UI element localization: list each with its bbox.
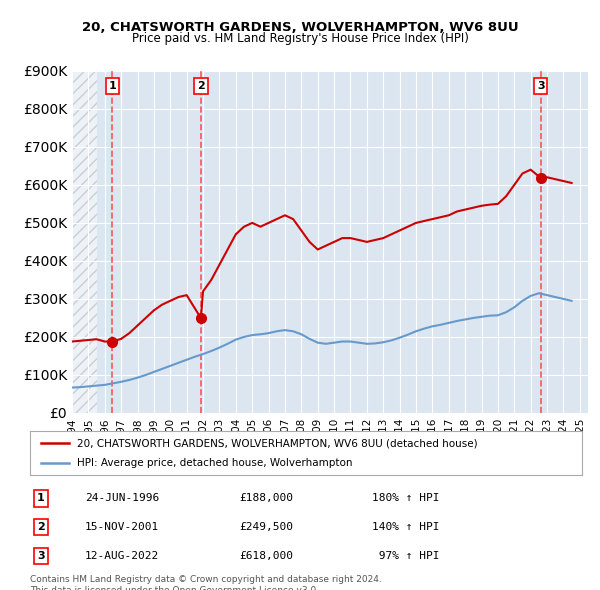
- Text: 2: 2: [37, 522, 45, 532]
- Text: Price paid vs. HM Land Registry's House Price Index (HPI): Price paid vs. HM Land Registry's House …: [131, 32, 469, 45]
- Text: 2: 2: [197, 81, 205, 91]
- Text: 97% ↑ HPI: 97% ↑ HPI: [372, 551, 440, 561]
- Text: 1: 1: [109, 81, 116, 91]
- Text: Contains HM Land Registry data © Crown copyright and database right 2024.
This d: Contains HM Land Registry data © Crown c…: [30, 575, 382, 590]
- Text: £249,500: £249,500: [240, 522, 294, 532]
- Text: HPI: Average price, detached house, Wolverhampton: HPI: Average price, detached house, Wolv…: [77, 458, 352, 467]
- Text: £188,000: £188,000: [240, 493, 294, 503]
- Text: 24-JUN-1996: 24-JUN-1996: [85, 493, 160, 503]
- Bar: [72, 71, 97, 413]
- Text: 12-AUG-2022: 12-AUG-2022: [85, 551, 160, 561]
- Text: £618,000: £618,000: [240, 551, 294, 561]
- Text: 3: 3: [537, 81, 545, 91]
- Text: 20, CHATSWORTH GARDENS, WOLVERHAMPTON, WV6 8UU (detached house): 20, CHATSWORTH GARDENS, WOLVERHAMPTON, W…: [77, 438, 478, 448]
- Text: 3: 3: [37, 551, 45, 561]
- Text: 180% ↑ HPI: 180% ↑ HPI: [372, 493, 440, 503]
- Text: 20, CHATSWORTH GARDENS, WOLVERHAMPTON, WV6 8UU: 20, CHATSWORTH GARDENS, WOLVERHAMPTON, W…: [82, 21, 518, 34]
- Text: 1: 1: [37, 493, 45, 503]
- Text: 140% ↑ HPI: 140% ↑ HPI: [372, 522, 440, 532]
- Text: 15-NOV-2001: 15-NOV-2001: [85, 522, 160, 532]
